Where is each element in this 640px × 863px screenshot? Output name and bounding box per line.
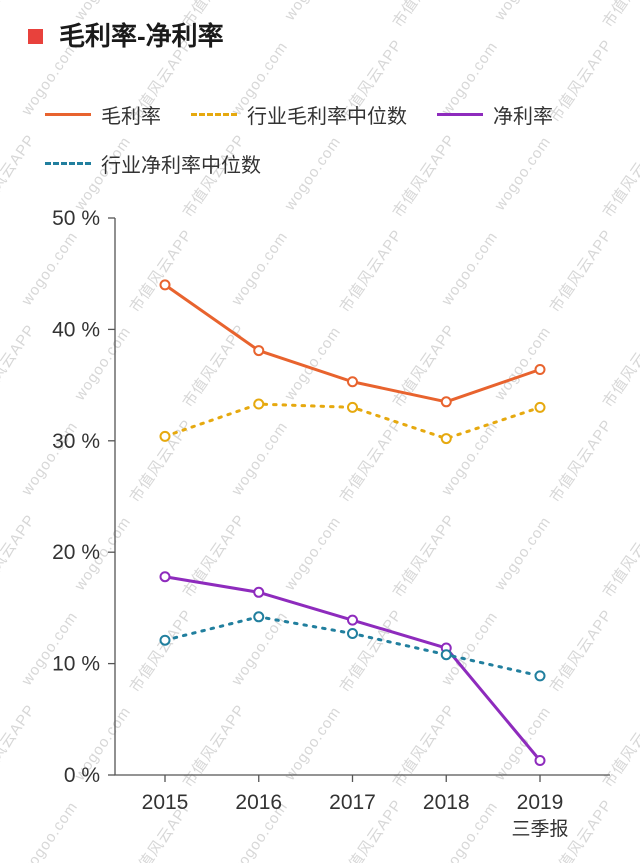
x-tick-label: 2015 [142, 791, 189, 814]
data-point [347, 401, 358, 413]
data-point [253, 398, 265, 410]
data-point [159, 571, 171, 583]
series-line [163, 575, 542, 763]
legend-item-label: 行业毛利率中位数 [247, 106, 407, 128]
x-tick-label: 2017 [329, 791, 376, 814]
watermark-text: wogoo.com [281, 0, 344, 23]
data-point [534, 755, 546, 767]
title-bullet-icon [28, 28, 43, 44]
y-axis: 0 % 10 % 20 % 30 % 40 % 50 % [52, 207, 115, 787]
legend-item-label: 净利率 [493, 106, 553, 128]
y-tick-label: 50 % [52, 207, 100, 230]
y-tick-label: 0 % [64, 764, 100, 787]
data-point [253, 611, 265, 623]
legend-item-label: 毛利率 [101, 106, 161, 128]
x-axis-sub-label: 三季报 [511, 818, 568, 840]
data-point [159, 279, 171, 291]
data-point [347, 376, 358, 388]
data-point [440, 649, 452, 661]
data-point [440, 433, 452, 445]
series-净利率 [159, 571, 546, 767]
watermark-text: wogoo.com [491, 0, 554, 23]
watermark-text: 市值风云APP [387, 0, 460, 31]
y-tick-label: 40 % [52, 318, 100, 341]
watermark-text: wogoo.com [71, 0, 134, 23]
x-tick-label: 2016 [235, 791, 282, 814]
series-行业净利率中位数 [159, 611, 546, 682]
legend-line-sample [437, 113, 483, 116]
data-point [253, 586, 265, 598]
legend-line-sample [45, 113, 91, 116]
watermark-text: 市值风云APP [597, 0, 640, 31]
x-tick-label: 2019 [517, 791, 564, 814]
legend: 毛利率 行业毛利率中位数 净利率 行业净利率中位数 [45, 100, 610, 178]
x-axis: 2015 2016 2017 2018 2019 三季报 [142, 775, 569, 840]
y-tick-label: 20 % [52, 541, 100, 564]
line-chart: 0 %10 %20 %30 %40 %50 %2015 2016 2017 2018 2… [52, 207, 610, 840]
data-point [440, 396, 452, 408]
y-tick-label: 10 % [52, 653, 100, 676]
page-title: 毛利率-净利率 [59, 21, 224, 51]
data-point [253, 345, 265, 357]
data-point [347, 628, 358, 640]
series-line [163, 615, 542, 678]
legend-line-sample [45, 162, 91, 165]
legend-item[interactable]: 行业净利率中位数 [45, 149, 261, 178]
legend-item[interactable]: 毛利率 [45, 100, 161, 129]
data-point [534, 401, 546, 413]
legend-item-label: 行业净利率中位数 [101, 155, 261, 177]
data-point [347, 614, 358, 626]
chart-title-row: 毛利率-净利率 [28, 22, 224, 51]
x-tick-label: 2018 [423, 791, 470, 814]
series-行业毛利率中位数 [159, 398, 546, 445]
legend-line-sample [191, 113, 237, 116]
data-point [159, 430, 171, 442]
legend-item[interactable]: 行业毛利率中位数 [191, 100, 407, 129]
legend-item[interactable]: 净利率 [437, 100, 553, 129]
series-毛利率 [159, 279, 546, 408]
data-point [534, 364, 546, 376]
data-point [534, 670, 546, 682]
y-tick-label: 30 % [52, 430, 100, 453]
data-point [159, 634, 171, 646]
